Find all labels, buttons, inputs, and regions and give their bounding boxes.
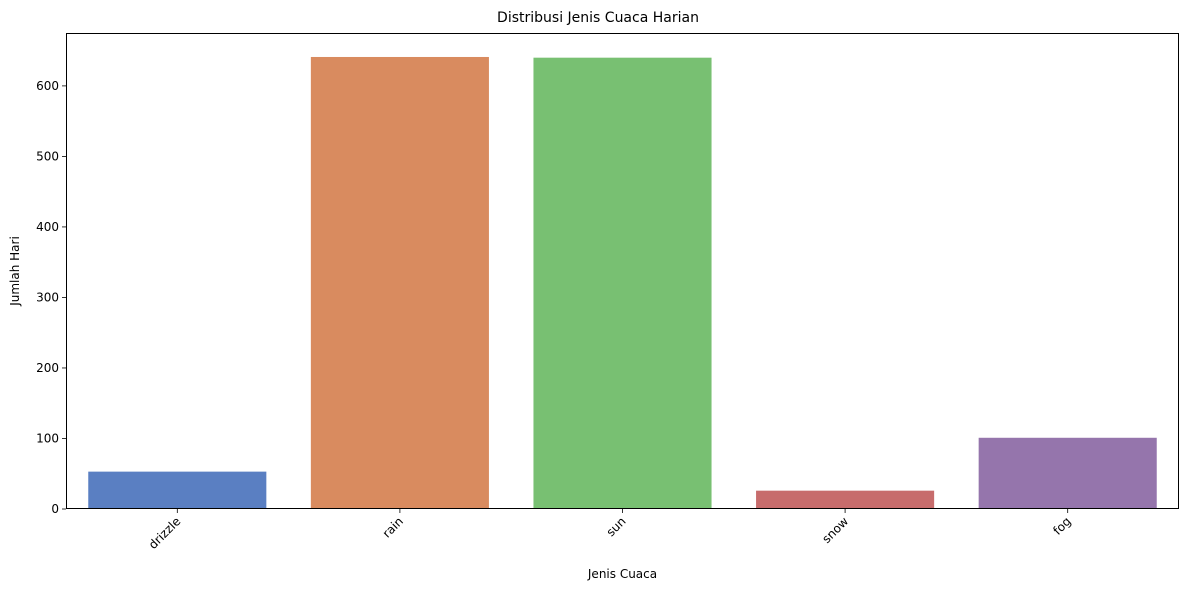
y-tick-label: 300	[36, 290, 59, 304]
x-axis-title: Jenis Cuaca	[587, 567, 657, 581]
x-tick-label: rain	[380, 514, 406, 540]
bars-layer	[88, 56, 1157, 510]
y-tick-label: 100	[36, 431, 59, 445]
bar-rain	[310, 56, 489, 509]
y-tick-label: 400	[36, 220, 59, 234]
x-tick-label: snow	[819, 514, 851, 546]
bar-sun	[533, 57, 712, 510]
x-tick-label: fog	[1050, 514, 1073, 537]
x-tick-label: drizzle	[146, 514, 184, 552]
y-axis-title: Jumlah Hari	[8, 236, 22, 307]
chart-title: Distribusi Jenis Cuaca Harian	[497, 10, 699, 26]
y-tick-label: 500	[36, 149, 59, 163]
x-tick-label: sun	[604, 514, 629, 539]
plot-frame	[66, 33, 1179, 509]
y-tick-label: 600	[36, 79, 59, 93]
y-axis: 0 100 200 300 400 500 600	[36, 79, 66, 516]
y-tick-label: 200	[36, 361, 59, 375]
x-axis: drizzle rain sun snow fog	[146, 509, 1074, 552]
bar-fog	[978, 437, 1157, 509]
bar-snow	[756, 490, 935, 509]
y-tick-label: 0	[51, 502, 59, 516]
bar-drizzle	[88, 471, 267, 509]
